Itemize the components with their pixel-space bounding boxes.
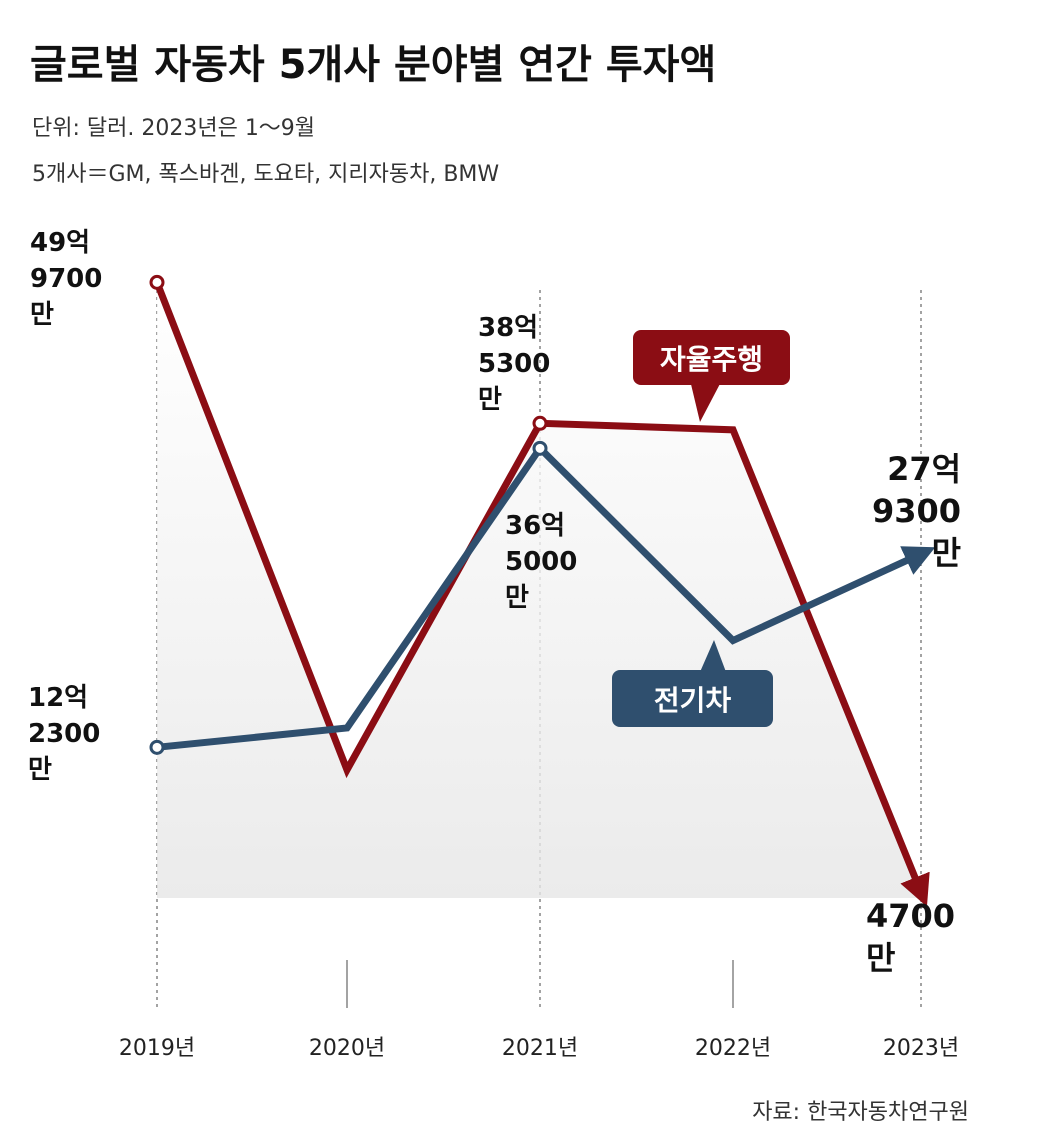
x-tick-label: 2019년 — [118, 1036, 196, 1061]
legend-pointer — [690, 380, 722, 422]
x-tick-label: 2022년 — [694, 1036, 772, 1061]
source: 자료: 한국자동차연구원 — [752, 1100, 969, 1125]
value-label: 49억 9700만 — [30, 228, 103, 330]
value-label: 27억 9300만 — [872, 450, 962, 572]
value-label: 38억 5300만 — [478, 313, 551, 415]
point — [532, 440, 548, 456]
value-label: 4700만 — [866, 897, 956, 977]
x-tick-label: 2021년 — [501, 1036, 579, 1061]
point — [149, 274, 165, 290]
legend-pointer — [700, 640, 726, 672]
subtitle: 단위: 달러. 2023년은 1～9월 — [32, 116, 316, 141]
x-tick-label: 2023년 — [882, 1036, 960, 1061]
x-tick-label: 2020년 — [308, 1036, 386, 1061]
point — [532, 415, 548, 431]
subtitle: 5개사＝GM, 폭스바겐, 도요타, 지리자동차, BMW — [32, 162, 500, 187]
legend-item: 자율주행 — [633, 330, 790, 385]
area-shade — [157, 282, 921, 898]
chart-title: 글로벌 자동차 5개사 분야별 연간 투자액 — [30, 42, 717, 88]
value-label: 12억 2300만 — [28, 683, 101, 785]
legend-item: 전기차 — [612, 670, 773, 727]
value-label: 36억 5000만 — [505, 511, 578, 613]
point — [149, 739, 165, 755]
